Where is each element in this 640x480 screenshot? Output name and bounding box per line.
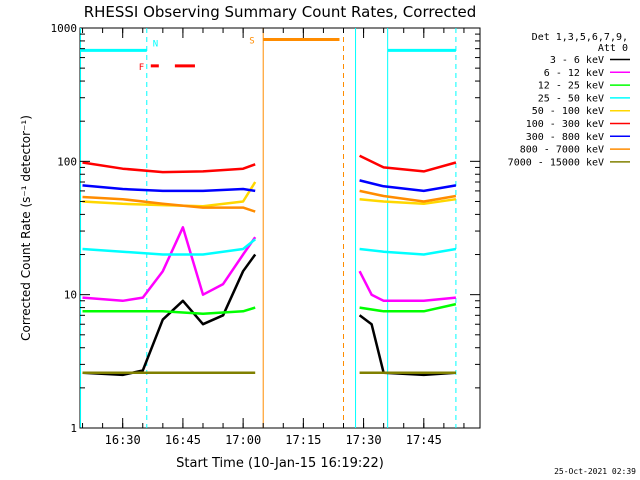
series-line-2-part-1 (359, 302, 457, 313)
flag-label-F: F (139, 63, 144, 73)
x-tick-label-4: 17:30 (346, 433, 382, 447)
x-axis-label: Start Time (10-Jan-15 16:19:22) (176, 456, 384, 471)
legend-label-7: 800 - 7000 keV (520, 145, 604, 156)
legend-label-6: 300 - 800 keV (526, 132, 604, 143)
legend-label-1: 6 - 12 keV (544, 68, 604, 79)
y-tick-label-0: 1 (70, 422, 77, 435)
series-line-3-part-1 (359, 247, 457, 256)
legend-label-4: 50 - 100 keV (532, 106, 604, 117)
chart-title: RHESSI Observing Summary Count Rates, Co… (84, 3, 477, 21)
y-axis-label: Corrected Count Rate (s⁻¹ detector⁻¹) (19, 115, 33, 341)
series-line-7-part-0 (82, 195, 256, 213)
series-line-5-part-0 (82, 161, 256, 174)
x-axis-ticks: 16:30 16:45 17:00 17:15 17:30 17:45 (82, 28, 465, 447)
legend: Det 1,3,5,6,7,9,Att 03 - 6 keV 6 - 12 keV… (508, 32, 630, 168)
x-tick-label-2: 17:00 (225, 433, 261, 447)
series-line-7-part-1 (359, 189, 457, 203)
y-tick-label-1: 10 (64, 289, 77, 302)
series-lines (82, 154, 457, 377)
y-tick-label-2: 100 (57, 155, 77, 168)
legend-label-8: 7000 - 15000 keV (508, 157, 604, 168)
x-tick-label-5: 17:45 (406, 433, 442, 447)
y-tick-label-3: 1000 (51, 22, 78, 35)
series-line-2-part-0 (82, 306, 256, 315)
legend-label-2: 12 - 25 keV (538, 81, 604, 92)
legend-label-0: 3 - 6 keV (550, 55, 604, 66)
flag-label-S: S (249, 36, 254, 46)
series-line-5-part-1 (359, 154, 457, 173)
series-line-4-part-0 (82, 181, 257, 208)
x-tick-label-3: 17:15 (285, 433, 321, 447)
footer-timestamp: 25-Oct-2021 02:39 (554, 467, 636, 476)
legend-label-3: 25 - 50 keV (538, 93, 604, 104)
legend-label-5: 100 - 300 keV (526, 119, 604, 130)
series-line-6-part-1 (359, 179, 457, 193)
series-line-1-part-0 (82, 226, 257, 303)
x-tick-label-0: 16:30 (105, 433, 141, 447)
plot-frame (79, 27, 481, 429)
y-axis-ticks: 1 10 100 1000 (51, 22, 480, 435)
vertical-markers (80, 28, 457, 428)
legend-header-0: Det 1,3,5,6,7,9, (532, 32, 628, 43)
x-tick-label-1: 16:45 (165, 433, 201, 447)
flag-label-N: N (153, 39, 158, 49)
series-line-4-part-1 (359, 197, 457, 206)
series-line-1-part-1 (358, 270, 457, 303)
legend-header-1: Att 0 (598, 43, 628, 54)
series-line-6-part-0 (82, 184, 256, 193)
flag-bars: N F S (80, 36, 456, 73)
series-line-0-part-0 (82, 253, 257, 377)
series-line-3-part-0 (82, 238, 256, 256)
series-line-0-part-1 (358, 314, 456, 377)
